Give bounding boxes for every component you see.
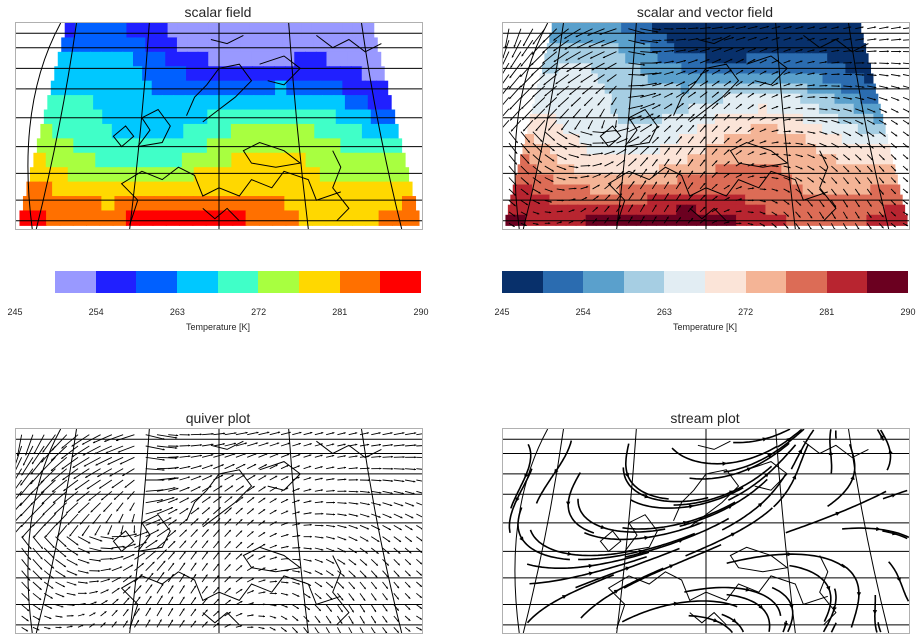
colorbar-swatch [704,271,746,293]
colorbar-label-scalar-vector: Temperature [K] [672,322,738,332]
panel3-title: quiver plot [185,410,251,426]
colorbar-tick-label: 290 [413,307,429,317]
colorbar-swatch [623,271,665,293]
colorbar-swatch [826,271,868,293]
colorbar-swatch [217,271,259,293]
panel4-title: stream plot [670,410,740,426]
colorbar-tick-label: 263 [656,307,672,317]
colorbar-tick-label: 281 [819,307,835,317]
colorbar-tick-label: 290 [900,307,916,317]
stream-map [502,428,910,634]
colorbar-swatch [786,271,827,293]
colorbar-swatch [258,271,300,293]
colorbar-swatch [339,271,381,293]
colorbar-swatch [55,271,96,293]
colorbar-swatch [583,271,624,293]
colorbar-label-scalar-field: Temperature [K] [185,322,251,332]
colorbar-swatch [745,271,787,293]
colorbar-swatch [299,271,340,293]
colorbar-tick-label: 272 [738,307,754,317]
colorbar-tick-label: 281 [332,307,348,317]
colorbar-swatch [664,271,705,293]
colorbar-swatch [542,271,584,293]
colorbar-swatch [177,271,218,293]
colorbar-tick-label: 254 [88,307,104,317]
colorbar-tick-label: 272 [251,307,267,317]
colorbar-tick-label: 245 [7,307,23,317]
colorbar-swatch [95,271,137,293]
colorbar-swatch [867,271,908,293]
colorbar-swatch [380,271,422,293]
scalar-field-map [15,22,423,230]
panel2-title: scalar and vector field [636,4,774,20]
colorbar-tick-label: 263 [169,307,185,317]
colorbar-swatch [502,271,543,293]
colorbar-scalar-field [55,271,422,293]
colorbar-tick-label: 245 [494,307,510,317]
quiver-map [15,428,423,634]
scalar-vector-map [502,22,910,230]
colorbar-tick-label: 254 [575,307,591,317]
panel1-title: scalar field [184,4,252,20]
colorbar-swatch [136,271,178,293]
colorbar-scalar-vector [502,271,908,293]
